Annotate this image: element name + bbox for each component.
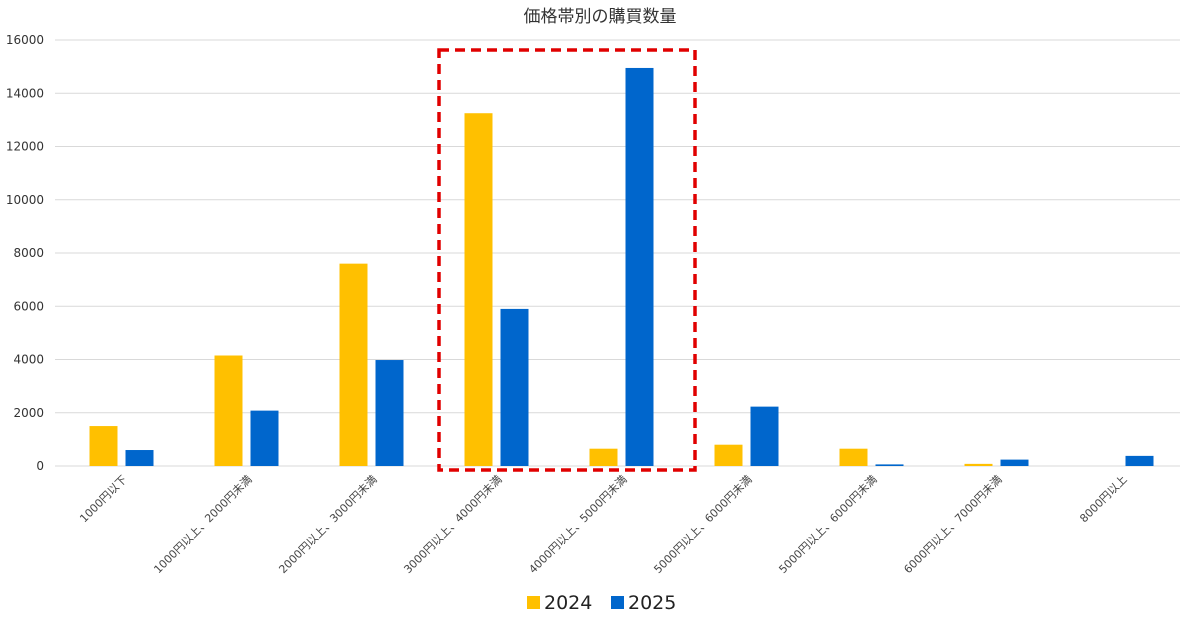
bar-2025 [1125, 455, 1154, 466]
bar-2024 [589, 448, 618, 466]
y-tick-label: 4000 [13, 353, 44, 367]
bar-2025 [875, 464, 904, 466]
bar-2024 [464, 113, 493, 466]
y-tick-label: 2000 [13, 406, 44, 420]
x-tick-label: 4000円以上、5000円未満 [526, 473, 629, 576]
y-tick-label: 16000 [6, 33, 44, 47]
highlight-rectangle [437, 48, 697, 472]
legend-label: 2024 [544, 592, 592, 614]
legend-swatch [611, 596, 624, 609]
x-tick-label: 3000円以上、4000円未満 [401, 473, 504, 576]
bar-2024 [964, 463, 993, 466]
bars [89, 67, 1154, 467]
bar-2025 [250, 410, 279, 466]
bar-2025 [750, 406, 779, 466]
y-tick-label: 0 [36, 459, 44, 473]
legend: 2024 2025 [527, 592, 676, 614]
x-tick-label: 5000円以上、6000円未満 [651, 473, 754, 576]
y-tick-label: 6000 [13, 299, 44, 313]
y-tick-label: 8000 [13, 246, 44, 260]
bar-2024 [839, 448, 868, 466]
bar-2025 [125, 450, 154, 466]
x-tick-label: 8000円以上 [1077, 473, 1129, 525]
x-axis-ticks: 1000円以下 1000円以上、2000円未満 2000円以上、3000円未満 300… [77, 473, 1129, 576]
legend-label: 2025 [628, 592, 676, 614]
chart-title: 価格帯別の購買数量 [524, 7, 677, 27]
x-tick-label: 2000円以上、3000円未満 [276, 473, 379, 576]
bar-2024 [714, 444, 743, 466]
x-tick-label: 1000円以上、2000円未満 [151, 473, 254, 576]
bar-2024 [89, 426, 118, 466]
bar-2024 [214, 355, 243, 466]
bar-2025 [625, 67, 654, 467]
bar-2025 [1000, 459, 1029, 466]
y-tick-label: 14000 [6, 86, 44, 100]
y-tick-label: 12000 [6, 140, 44, 154]
bar-2025 [375, 360, 404, 466]
y-axis-ticks: 0 2000 4000 6000 8000 10000 12000 14000 16000 [6, 33, 44, 473]
legend-swatch [527, 596, 540, 609]
highlight-box [437, 48, 697, 472]
x-tick-label: 5000円以上、6000円未満 [776, 473, 879, 576]
bar-2025 [500, 308, 529, 466]
y-tick-label: 10000 [6, 193, 44, 207]
x-tick-label: 1000円以下 [77, 473, 129, 525]
bar-2024 [339, 263, 368, 466]
x-tick-label: 6000円以上、7000円未満 [901, 473, 1004, 576]
